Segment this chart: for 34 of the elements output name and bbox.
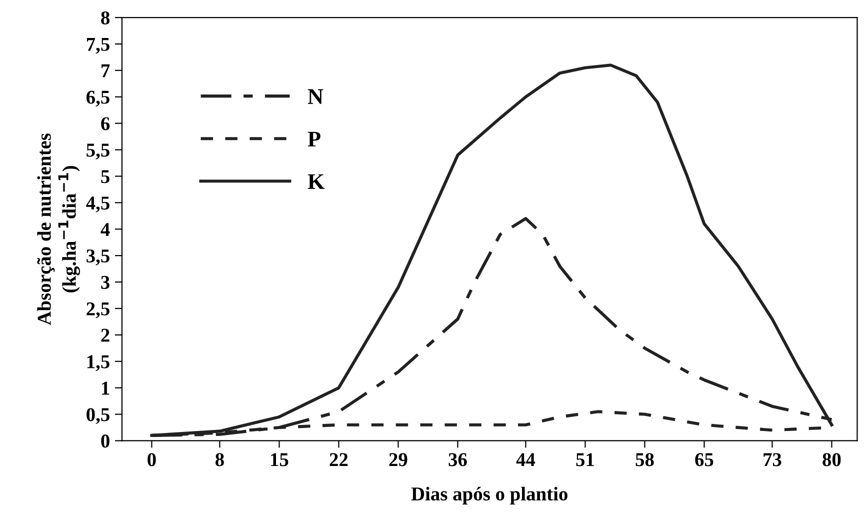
y-tick-label: 4,5 xyxy=(86,196,110,212)
y-tick-label: 1,5 xyxy=(87,355,110,372)
x-tick-label: 44 xyxy=(516,453,536,466)
x-tick-label: 36 xyxy=(448,453,467,466)
y-tick-label: 7,5 xyxy=(86,38,110,54)
y-tick-label: 2 xyxy=(101,328,110,342)
y-tick-label: 0,5 xyxy=(86,408,110,424)
y-tick-label: 8 xyxy=(101,11,110,24)
y-axis-title: Absorção de nutrientes (kg.ha$^{−1}$dia$^{−1}$) xyxy=(37,133,80,326)
y-tick-label: 7 xyxy=(102,64,110,78)
y-tick-label: 5 xyxy=(101,170,110,184)
y-tick-label: 3 xyxy=(101,276,110,289)
y-tick-label: 6,5 xyxy=(86,90,110,107)
y-tick-label: 5,5 xyxy=(86,144,110,160)
y-tick-label: 0 xyxy=(101,434,110,448)
x-tick-label: 58 xyxy=(636,453,654,466)
y-tick-label: 2,5 xyxy=(86,302,110,318)
y-tick-label: 3,5 xyxy=(86,249,110,266)
x-tick-label: 8 xyxy=(216,453,224,466)
x-tick-label: 80 xyxy=(822,453,841,466)
x-tick-label: 51 xyxy=(576,453,594,466)
x-tick-label: 0 xyxy=(148,453,156,466)
x-axis-title: Dias após o plantio xyxy=(411,486,568,504)
x-tick-label: 65 xyxy=(695,453,714,466)
y-tick-label: 1 xyxy=(102,382,110,395)
y-tick-label: 6 xyxy=(101,117,110,130)
legend-label: N xyxy=(308,89,324,104)
legend-label: K xyxy=(308,174,325,189)
legend-label: P xyxy=(308,132,320,146)
x-tick-label: 29 xyxy=(389,453,408,466)
x-tick-label: 73 xyxy=(764,453,782,466)
y-tick-label: 4 xyxy=(100,223,110,236)
x-tick-label: 22 xyxy=(330,453,348,466)
x-tick-label: 15 xyxy=(271,453,288,466)
